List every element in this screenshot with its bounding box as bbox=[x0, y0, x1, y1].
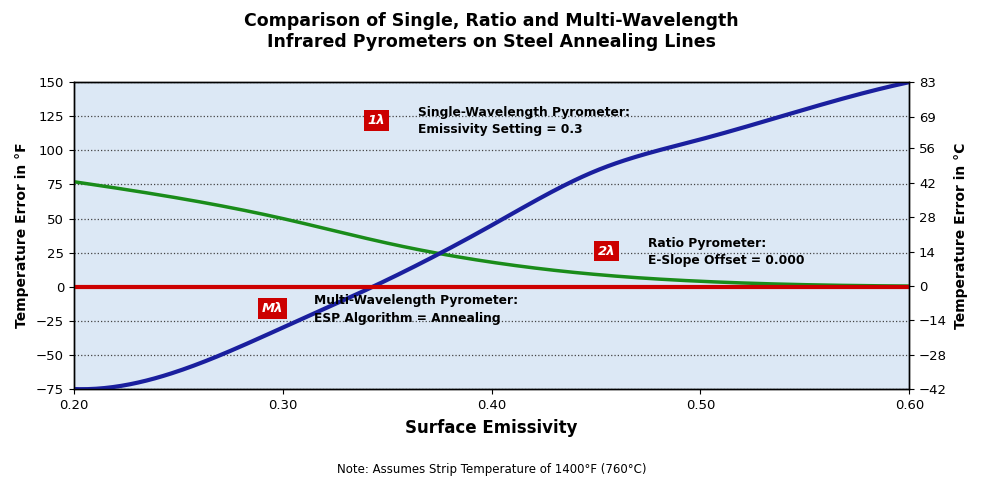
Text: Single-Wavelength Pyrometer:: Single-Wavelength Pyrometer: bbox=[419, 106, 630, 119]
Text: ESP Algorithm = Annealing: ESP Algorithm = Annealing bbox=[314, 312, 500, 325]
Text: E-Slope Offset = 0.000: E-Slope Offset = 0.000 bbox=[648, 254, 805, 267]
Text: Ratio Pyrometer:: Ratio Pyrometer: bbox=[648, 237, 767, 250]
Y-axis label: Temperature Error in °F: Temperature Error in °F bbox=[15, 143, 29, 328]
Text: 2λ: 2λ bbox=[598, 245, 615, 258]
Text: 1λ: 1λ bbox=[368, 114, 385, 127]
X-axis label: Surface Emissivity: Surface Emissivity bbox=[405, 419, 578, 437]
Text: Emissivity Setting = 0.3: Emissivity Setting = 0.3 bbox=[419, 123, 583, 136]
Y-axis label: Temperature Error in °C: Temperature Error in °C bbox=[954, 142, 968, 329]
Text: Multi-Wavelength Pyrometer:: Multi-Wavelength Pyrometer: bbox=[314, 294, 518, 307]
Text: Note: Assumes Strip Temperature of 1400°F (760°C): Note: Assumes Strip Temperature of 1400°… bbox=[337, 463, 646, 476]
Text: Mλ: Mλ bbox=[261, 302, 283, 315]
Text: Comparison of Single, Ratio and Multi-Wavelength
Infrared Pyrometers on Steel An: Comparison of Single, Ratio and Multi-Wa… bbox=[244, 12, 739, 51]
